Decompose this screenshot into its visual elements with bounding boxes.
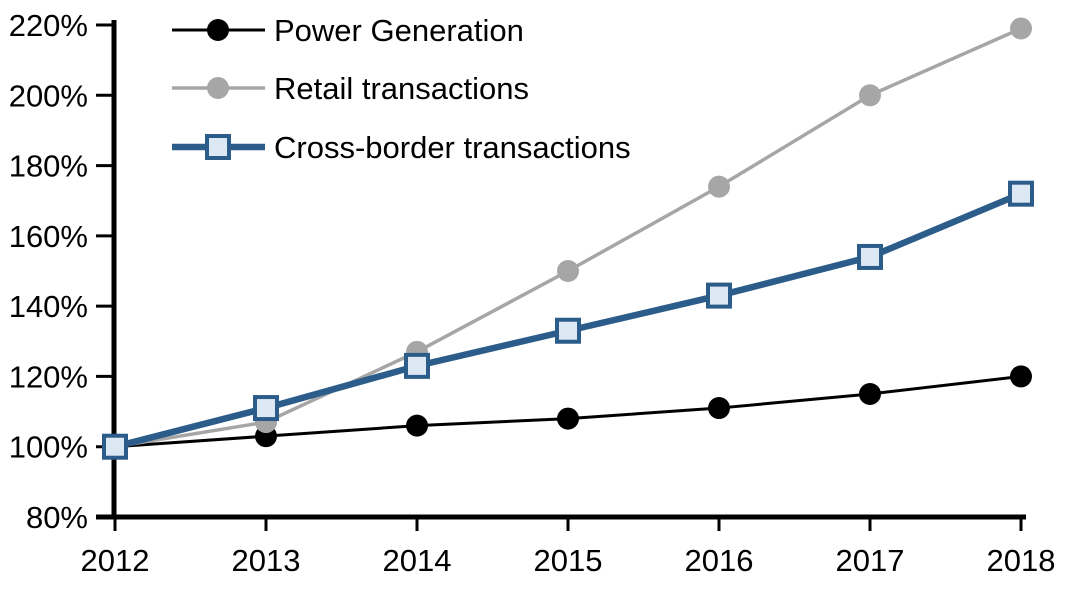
y-tick-label: 220%: [9, 8, 88, 43]
data-point-marker: [207, 77, 229, 99]
x-tick-label: 2013: [232, 543, 301, 578]
data-point-marker: [708, 175, 730, 198]
x-tick-label: 2015: [534, 543, 603, 578]
data-point-marker: [102, 433, 128, 460]
data-point-marker: [253, 395, 279, 422]
x-tick-label: 2014: [383, 543, 452, 578]
x-tick-label: 2017: [836, 543, 905, 578]
y-axis-ticks: 80% 100% 120% 140% 160% 180% 200% 220%: [9, 8, 114, 535]
legend-label: Power Generation: [274, 13, 524, 48]
data-point-marker: [857, 243, 883, 270]
data-point-marker: [859, 84, 881, 107]
data-point-marker: [1010, 365, 1032, 388]
data-point-marker: [557, 407, 579, 430]
x-tick-label: 2018: [987, 543, 1056, 578]
data-point-marker: [708, 397, 730, 420]
data-point-marker: [1008, 180, 1034, 207]
chart-legend: Power Generation Retail transactions Cross…: [172, 13, 631, 165]
legend-item-cross-border-transactions: Cross-border transactions: [172, 130, 631, 165]
series-cross-border-transactions: [102, 180, 1034, 460]
data-point-marker: [557, 260, 579, 282]
data-point-marker: [1010, 17, 1032, 40]
x-tick-label: 2016: [685, 543, 754, 578]
legend-label: Retail transactions: [274, 71, 529, 106]
data-point-marker: [555, 317, 581, 344]
y-tick-label: 100%: [9, 430, 88, 465]
series-retail-transactions: [104, 17, 1032, 458]
y-tick-label: 120%: [9, 359, 88, 394]
data-point-marker: [404, 352, 430, 379]
legend-label: Cross-border transactions: [274, 130, 631, 165]
series-line: [114, 26, 1022, 449]
data-point-marker: [706, 282, 732, 309]
y-tick-label: 140%: [9, 289, 88, 324]
x-tick-label: 2012: [81, 543, 150, 578]
y-tick-label: 160%: [9, 219, 88, 254]
legend-item-retail-transactions: Retail transactions: [172, 71, 529, 106]
data-point-marker: [406, 414, 428, 437]
data-point-marker: [205, 134, 231, 160]
x-axis-ticks: 2012 2013 2014 2015 2016 2017 2018: [81, 517, 1056, 578]
legend-item-power-generation: Power Generation: [172, 13, 524, 48]
y-tick-label: 80%: [26, 500, 88, 535]
data-point-marker: [859, 383, 881, 405]
y-tick-label: 200%: [9, 78, 88, 113]
data-point-marker: [207, 19, 229, 41]
y-tick-label: 180%: [9, 149, 88, 184]
